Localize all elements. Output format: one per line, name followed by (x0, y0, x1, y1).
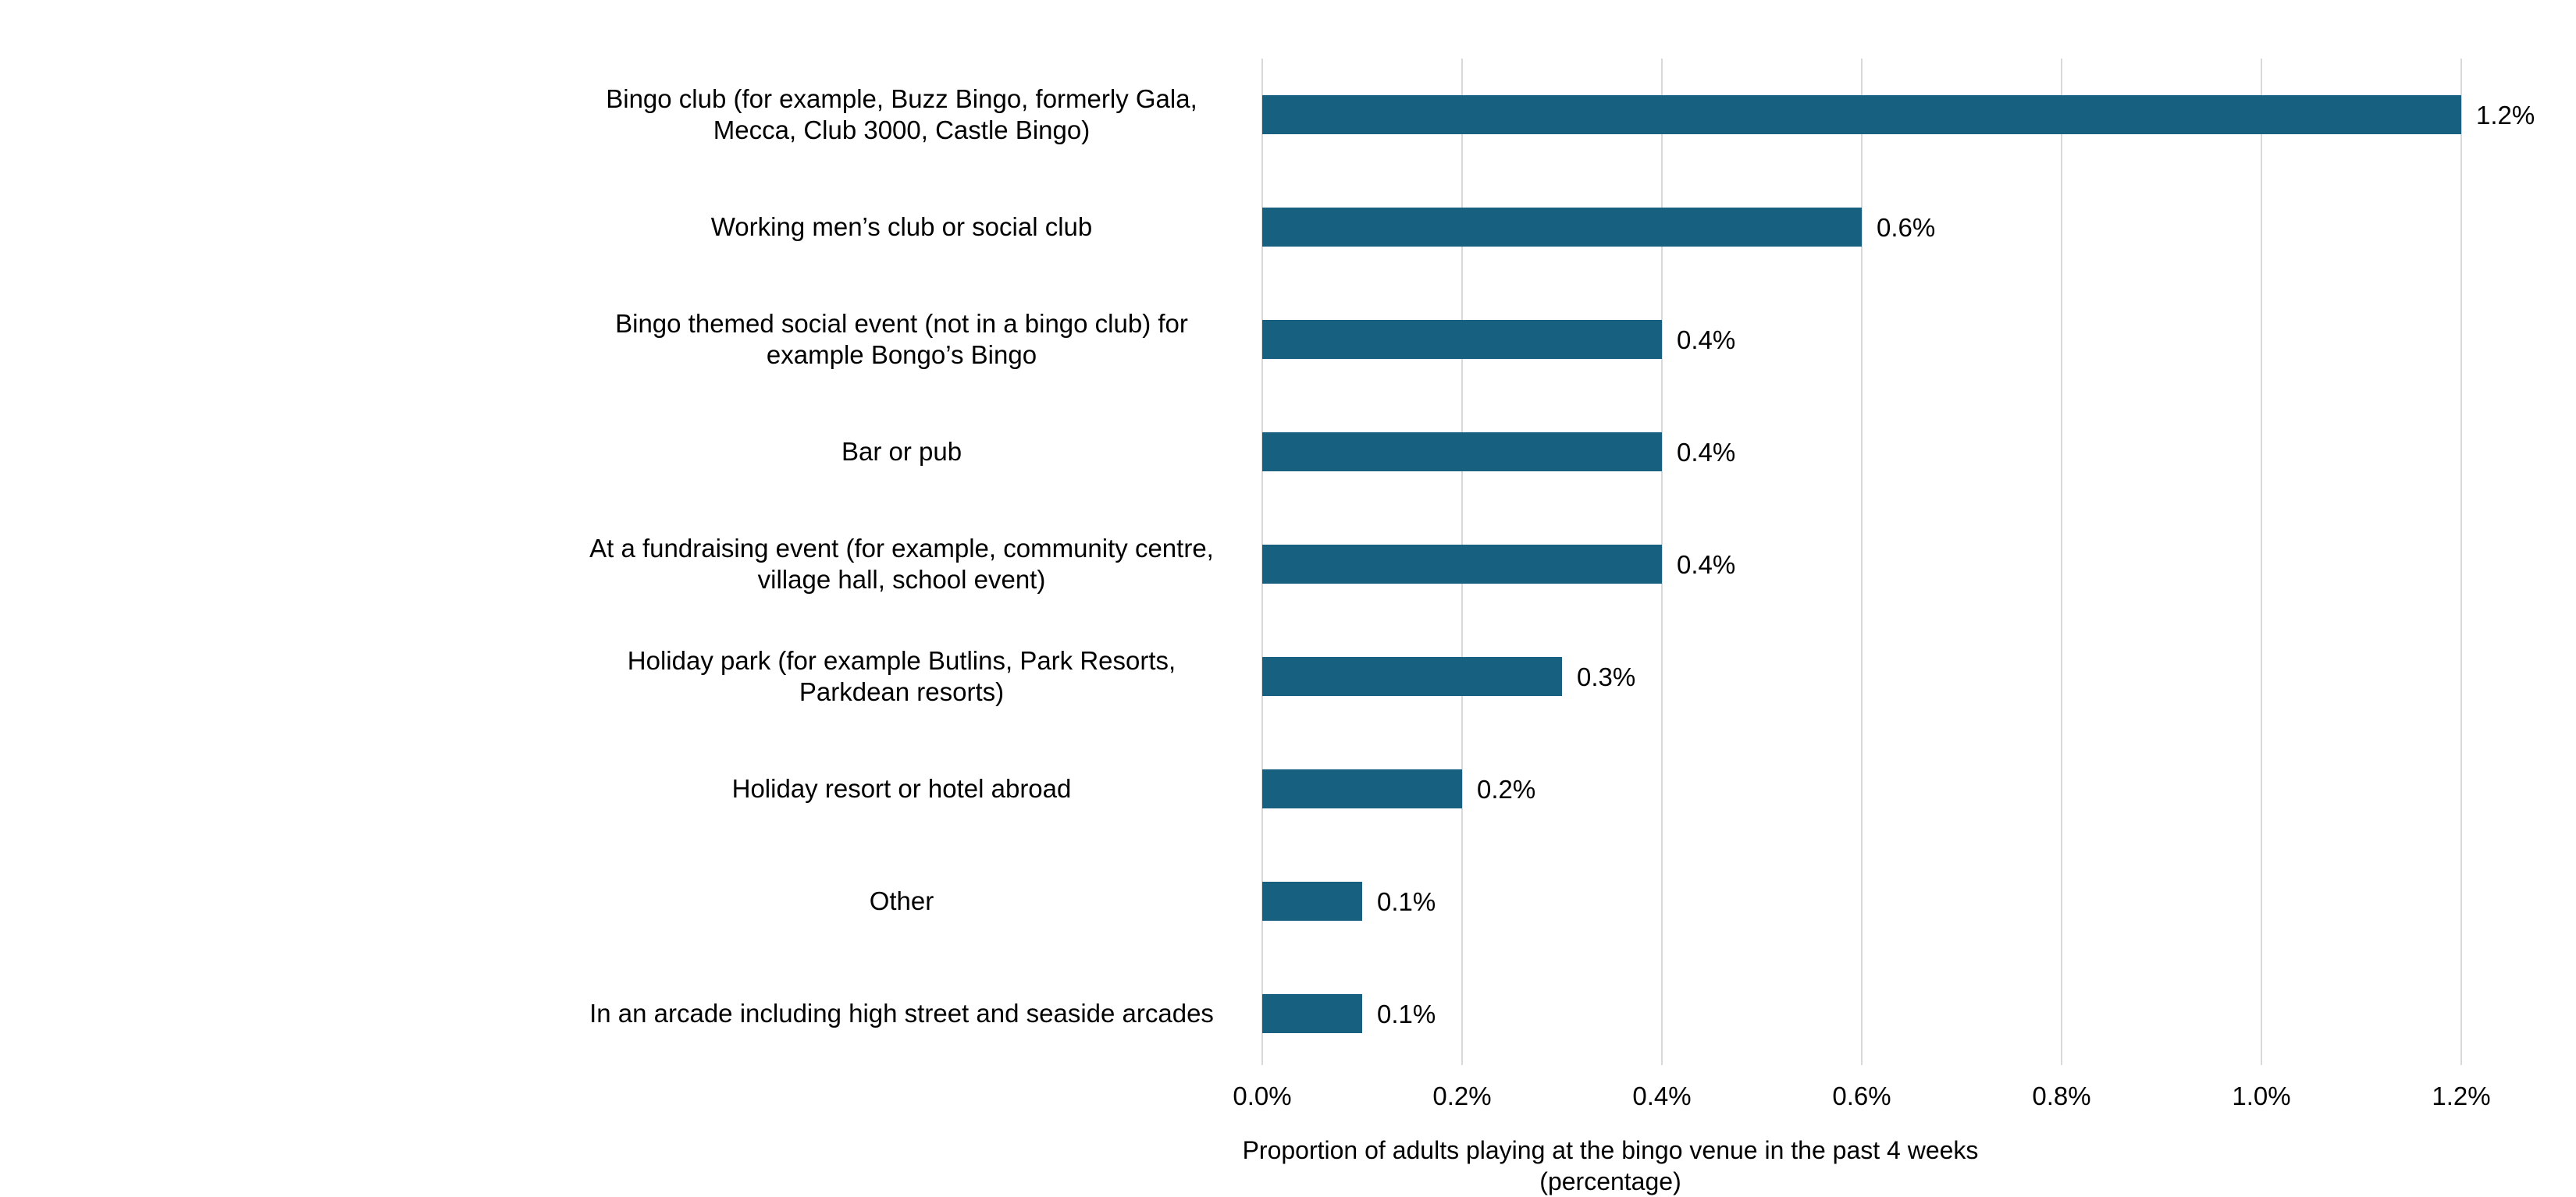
x-tick-label: 1.0% (2232, 1082, 2290, 1110)
data-label: 0.3% (1577, 662, 1635, 691)
data-label: 0.1% (1377, 887, 1436, 916)
data-label: 1.2% (2476, 101, 2535, 130)
bar (1262, 545, 1662, 584)
bar (1262, 769, 1462, 808)
category-label: Other (869, 886, 934, 915)
x-axis-title: Proportion of adults playing at the bing… (1242, 1136, 1979, 1195)
category-label: Bar or pub (841, 437, 962, 466)
data-label: 0.2% (1477, 775, 1535, 804)
category-label: Bingo themed social event (not in a bing… (615, 309, 1188, 369)
category-label: At a fundraising event (for example, com… (589, 534, 1214, 594)
x-tick-label: 0.4% (1632, 1082, 1691, 1110)
category-label: Bingo club (for example, Buzz Bingo, for… (606, 84, 1197, 144)
bar (1262, 432, 1662, 471)
category-label: Holiday resort or hotel abroad (731, 774, 1072, 803)
data-labels: 1.2% 0.6% 0.4% 0.4% 0.4% 0.3% 0.2% 0.1% 0.1% (1377, 101, 2535, 1028)
x-tick-label: 1.2% (2432, 1082, 2490, 1110)
data-label: 0.4% (1677, 438, 1735, 467)
data-label: 0.6% (1877, 213, 1935, 242)
x-axis-ticks: 0.0%0.2%0.4%0.6%0.8%1.0%1.2%1.4% (1233, 1082, 2490, 1110)
data-label: 0.1% (1377, 1000, 1436, 1028)
bar (1262, 994, 1362, 1033)
bar (1262, 208, 1862, 247)
bars (1262, 95, 2461, 1033)
x-tick-label: 0.8% (2032, 1082, 2090, 1110)
data-label: 0.4% (1677, 325, 1735, 354)
x-tick-label: 0.0% (1233, 1082, 1291, 1110)
x-tick-label: 0.2% (1432, 1082, 1491, 1110)
x-tick-label: 0.6% (1832, 1082, 1891, 1110)
category-label: In an arcade including high street and s… (589, 999, 1214, 1028)
bar (1262, 320, 1662, 359)
category-label: Holiday park (for example Butlins, Park … (627, 646, 1176, 706)
bar (1262, 657, 1562, 696)
data-label: 0.4% (1677, 550, 1735, 579)
bar (1262, 882, 1362, 921)
category-label: Working men’s club or social club (710, 212, 1093, 241)
bar (1262, 95, 2461, 134)
